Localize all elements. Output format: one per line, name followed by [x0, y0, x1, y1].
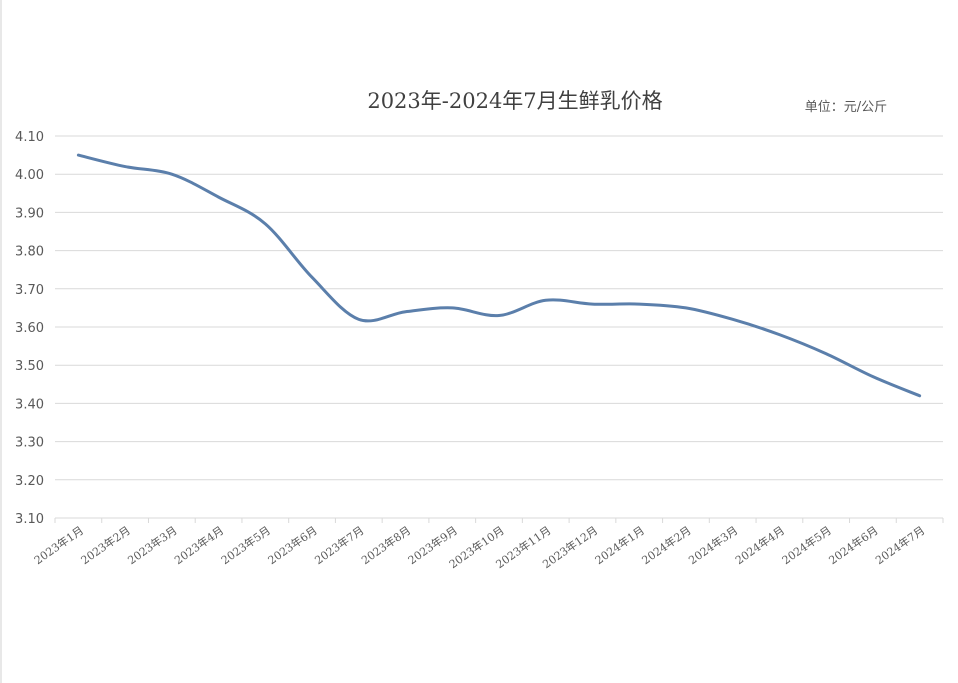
y-tick-label: 3.40 — [15, 397, 44, 412]
unit-label: 单位：元/公斤 — [805, 100, 887, 115]
y-tick-label: 3.10 — [15, 512, 44, 527]
y-tick-label: 3.50 — [15, 359, 44, 374]
x-tick-label: 2024年4月 — [732, 523, 787, 567]
x-tick-label: 2024年1月 — [592, 523, 647, 567]
x-tick-label: 2023年6月 — [265, 523, 320, 567]
y-tick-label: 3.30 — [15, 436, 44, 451]
x-tick-label: 2024年7月 — [873, 523, 928, 567]
x-tick-label: 2024年6月 — [826, 523, 881, 567]
y-tick-label: 3.70 — [15, 283, 44, 298]
y-tick-label: 3.60 — [15, 321, 44, 336]
x-tick-label: 2023年2月 — [78, 523, 133, 567]
x-tick-label: 2023年3月 — [125, 523, 180, 567]
x-tick-label: 2023年8月 — [359, 523, 414, 567]
y-tick-label: 3.80 — [15, 245, 44, 260]
x-tick-label: 2024年5月 — [779, 523, 834, 567]
x-tick-label: 2023年5月 — [218, 523, 273, 567]
data-line — [76, 153, 922, 398]
x-tick-label: 2024年3月 — [686, 523, 741, 567]
x-tick-label: 2024年2月 — [639, 523, 694, 567]
y-tick-label: 3.90 — [15, 206, 44, 221]
y-tick-label: 4.10 — [15, 130, 44, 145]
y-tick-label: 4.00 — [15, 168, 44, 183]
y-tick-label: 3.20 — [15, 474, 44, 489]
x-tick-label: 2023年1月 — [31, 523, 86, 567]
x-tick-label: 2023年7月 — [312, 523, 367, 567]
x-tick-label: 2023年4月 — [172, 523, 227, 567]
chart-title: 2023年-2024年7月生鲜乳价格 — [367, 89, 662, 113]
